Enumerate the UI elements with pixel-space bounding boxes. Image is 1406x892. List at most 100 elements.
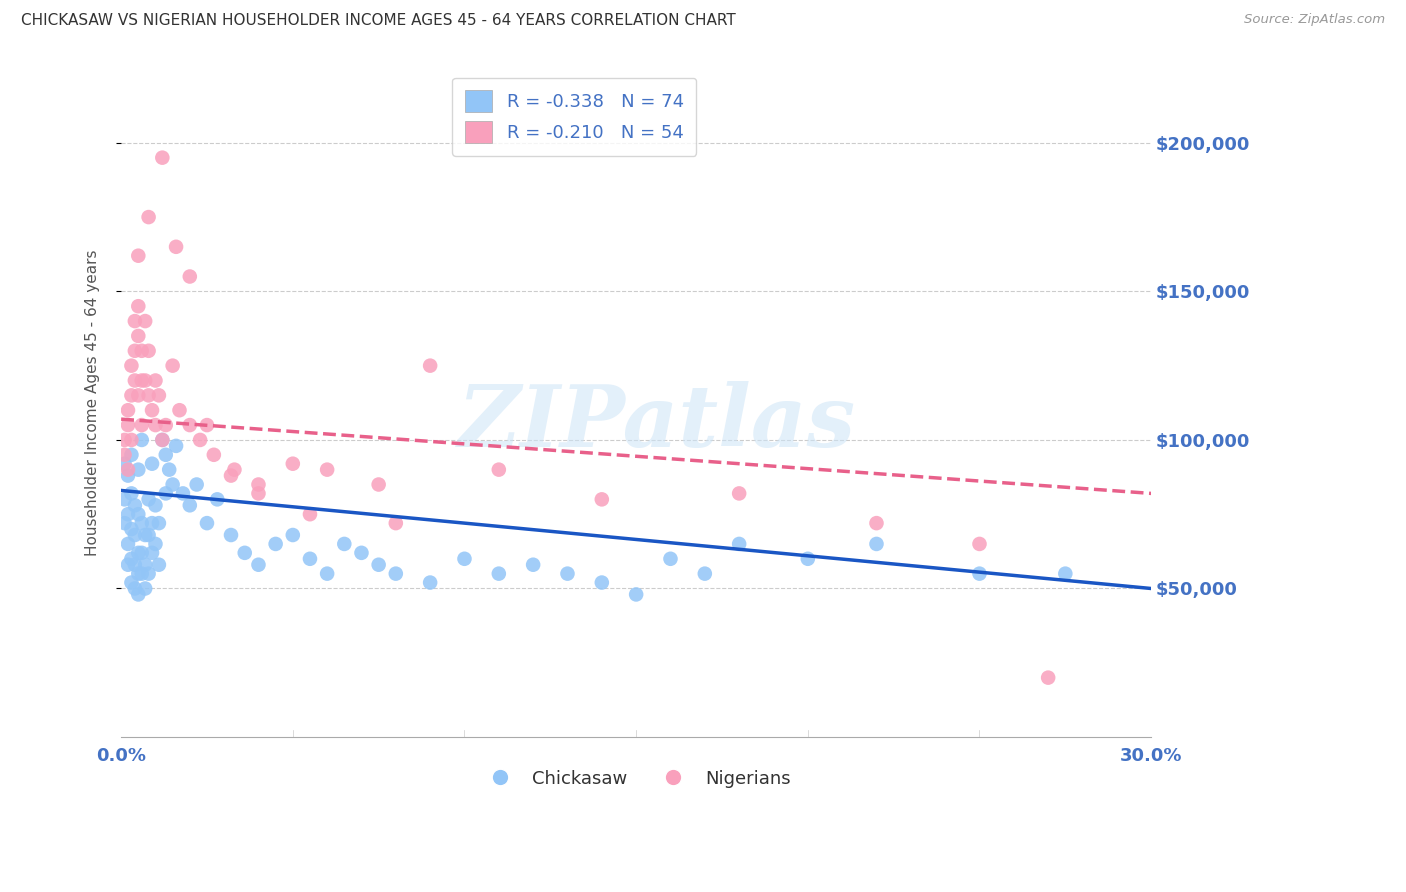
Point — [138, 343, 160, 358]
Point — [150, 433, 173, 447]
Point — [728, 486, 751, 500]
Point — [141, 546, 163, 560]
Point — [127, 329, 149, 343]
Point — [131, 343, 153, 358]
Point — [150, 433, 173, 447]
Point — [138, 566, 160, 581]
Point — [247, 477, 270, 491]
Point — [120, 388, 142, 402]
Point — [264, 537, 287, 551]
Point — [219, 528, 242, 542]
Point — [367, 477, 389, 491]
Point — [865, 537, 887, 551]
Text: Source: ZipAtlas.com: Source: ZipAtlas.com — [1244, 13, 1385, 27]
Point — [169, 403, 191, 417]
Point — [865, 516, 887, 530]
Point — [1054, 566, 1077, 581]
Point — [219, 468, 242, 483]
Point — [247, 558, 270, 572]
Point — [127, 249, 149, 263]
Point — [127, 507, 149, 521]
Point — [131, 516, 153, 530]
Point — [120, 448, 142, 462]
Point — [179, 269, 201, 284]
Point — [114, 492, 136, 507]
Point — [117, 507, 139, 521]
Point — [148, 516, 170, 530]
Point — [138, 492, 160, 507]
Point — [141, 516, 163, 530]
Point — [131, 566, 153, 581]
Point — [367, 558, 389, 572]
Point — [120, 522, 142, 536]
Point — [138, 528, 160, 542]
Point — [124, 314, 146, 328]
Point — [155, 448, 177, 462]
Point — [281, 528, 304, 542]
Point — [207, 492, 229, 507]
Point — [117, 418, 139, 433]
Point — [165, 240, 187, 254]
Point — [728, 537, 751, 551]
Point — [134, 314, 156, 328]
Point — [233, 546, 256, 560]
Point — [157, 463, 180, 477]
Point — [134, 558, 156, 572]
Point — [522, 558, 544, 572]
Point — [114, 516, 136, 530]
Point — [162, 359, 184, 373]
Point — [162, 477, 184, 491]
Point — [591, 492, 613, 507]
Point — [419, 575, 441, 590]
Point — [145, 498, 167, 512]
Point — [114, 448, 136, 462]
Point — [693, 566, 716, 581]
Point — [124, 343, 146, 358]
Point — [165, 439, 187, 453]
Point — [127, 299, 149, 313]
Point — [124, 528, 146, 542]
Point — [131, 374, 153, 388]
Point — [124, 558, 146, 572]
Point — [488, 463, 510, 477]
Point — [797, 551, 820, 566]
Point — [117, 463, 139, 477]
Point — [298, 507, 321, 521]
Point — [172, 486, 194, 500]
Point — [281, 457, 304, 471]
Point — [127, 388, 149, 402]
Point — [195, 418, 218, 433]
Point — [114, 457, 136, 471]
Point — [138, 388, 160, 402]
Point — [179, 418, 201, 433]
Point — [659, 551, 682, 566]
Point — [419, 359, 441, 373]
Point — [316, 463, 339, 477]
Point — [333, 537, 356, 551]
Point — [120, 359, 142, 373]
Point — [127, 566, 149, 581]
Point — [188, 433, 211, 447]
Point — [202, 448, 225, 462]
Point — [488, 566, 510, 581]
Point — [141, 403, 163, 417]
Text: ZIPatlas: ZIPatlas — [458, 381, 856, 465]
Y-axis label: Householder Income Ages 45 - 64 years: Householder Income Ages 45 - 64 years — [86, 250, 100, 556]
Point — [127, 587, 149, 601]
Point — [131, 546, 153, 560]
Point — [969, 537, 991, 551]
Point — [117, 403, 139, 417]
Point — [145, 537, 167, 551]
Text: CHICKASAW VS NIGERIAN HOUSEHOLDER INCOME AGES 45 - 64 YEARS CORRELATION CHART: CHICKASAW VS NIGERIAN HOUSEHOLDER INCOME… — [21, 13, 735, 29]
Point — [385, 516, 408, 530]
Point — [124, 498, 146, 512]
Point — [1036, 671, 1059, 685]
Legend: Chickasaw, Nigerians: Chickasaw, Nigerians — [474, 763, 799, 795]
Point — [148, 558, 170, 572]
Point — [385, 566, 408, 581]
Point — [120, 486, 142, 500]
Point — [127, 463, 149, 477]
Point — [117, 537, 139, 551]
Point — [141, 457, 163, 471]
Point — [134, 374, 156, 388]
